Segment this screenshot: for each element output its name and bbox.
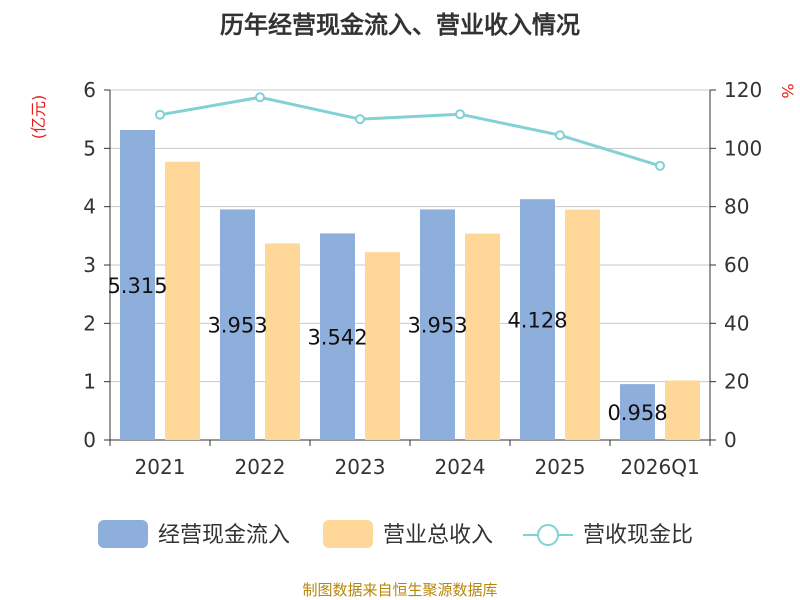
data-label-cash-inflow: 0.958 bbox=[607, 401, 667, 425]
ratio-point bbox=[155, 109, 165, 120]
ratio-point bbox=[255, 92, 265, 103]
legend-swatch-cash-inflow bbox=[98, 520, 148, 548]
ratio-point bbox=[355, 114, 365, 125]
left-axis-tick-label: 2 bbox=[83, 311, 96, 335]
legend-marker-ratio bbox=[537, 524, 559, 546]
x-axis-tick-label: 2021 bbox=[135, 455, 186, 479]
grid-lines bbox=[110, 89, 710, 383]
x-axis-tick-label: 2025 bbox=[535, 455, 586, 479]
left-axis-tick-label: 3 bbox=[83, 253, 96, 277]
x-axis-tick-label: 2023 bbox=[335, 455, 386, 479]
right-axis-tick-label: 0 bbox=[724, 428, 737, 452]
bar-cash-inflow bbox=[420, 209, 455, 440]
bar-cash-inflow bbox=[320, 233, 355, 440]
data-label-cash-inflow: 4.128 bbox=[507, 309, 567, 333]
bar-revenue bbox=[565, 209, 600, 440]
data-label-cash-inflow: 5.315 bbox=[107, 274, 167, 298]
ratio-point bbox=[555, 130, 565, 141]
data-label-cash-inflow: 3.953 bbox=[207, 314, 267, 338]
legend: 经营现金流入 营业总收入 营收现金比 bbox=[98, 520, 693, 548]
bar-cash-inflow bbox=[520, 199, 555, 440]
x-axis-tick-label: 2024 bbox=[435, 455, 486, 479]
legend-label-revenue: 营业总收入 bbox=[383, 523, 493, 548]
x-axis-tick-label: 2026Q1 bbox=[620, 455, 699, 479]
right-axis-tick-label: 120 bbox=[724, 78, 762, 102]
bar-revenue bbox=[165, 161, 200, 440]
left-axis-unit: (亿元) bbox=[29, 95, 48, 140]
data-labels: 5.315 3.953 3.542 3.953 4.128 0.958 bbox=[107, 274, 667, 425]
x-axis-tick-label: 2022 bbox=[235, 455, 286, 479]
right-axis-unit: % bbox=[778, 83, 797, 98]
right-axis-tick-label: 100 bbox=[724, 136, 762, 160]
left-axis-tick-label: 5 bbox=[83, 136, 96, 160]
left-axis-tick-label: 6 bbox=[83, 78, 96, 102]
bar-cash-inflow bbox=[120, 129, 155, 441]
data-label-cash-inflow: 3.542 bbox=[307, 326, 367, 350]
right-axis-tick-label: 80 bbox=[724, 195, 749, 219]
chart-title: 历年经营现金流入、营业收入情况 bbox=[220, 11, 580, 39]
bars bbox=[120, 129, 700, 441]
legend-label-ratio: 营收现金比 bbox=[583, 523, 693, 548]
left-axis-tick-label: 4 bbox=[83, 195, 96, 219]
right-axis-tick-label: 40 bbox=[724, 311, 749, 335]
ratio-line bbox=[155, 92, 665, 171]
bar-revenue bbox=[365, 252, 400, 440]
data-label-cash-inflow: 3.953 bbox=[407, 314, 467, 338]
bar-cash-inflow bbox=[220, 209, 255, 440]
right-axis-tick-label: 60 bbox=[724, 253, 749, 277]
left-axis-tick-label: 0 bbox=[83, 428, 96, 452]
ratio-point bbox=[455, 109, 465, 120]
bar-revenue bbox=[465, 233, 500, 440]
left-axis-tick-label: 1 bbox=[83, 370, 96, 394]
right-axis-tick-label: 20 bbox=[724, 370, 749, 394]
ratio-series-line bbox=[159, 95, 661, 168]
legend-label-cash-inflow: 经营现金流入 bbox=[158, 523, 290, 548]
bar-cash-inflow bbox=[620, 384, 655, 440]
source-note: 制图数据来自恒生聚源数据库 bbox=[302, 581, 497, 599]
ratio-point bbox=[655, 160, 665, 171]
legend-swatch-revenue bbox=[323, 520, 373, 548]
bar-revenue bbox=[665, 380, 700, 440]
bar-revenue bbox=[265, 243, 300, 440]
